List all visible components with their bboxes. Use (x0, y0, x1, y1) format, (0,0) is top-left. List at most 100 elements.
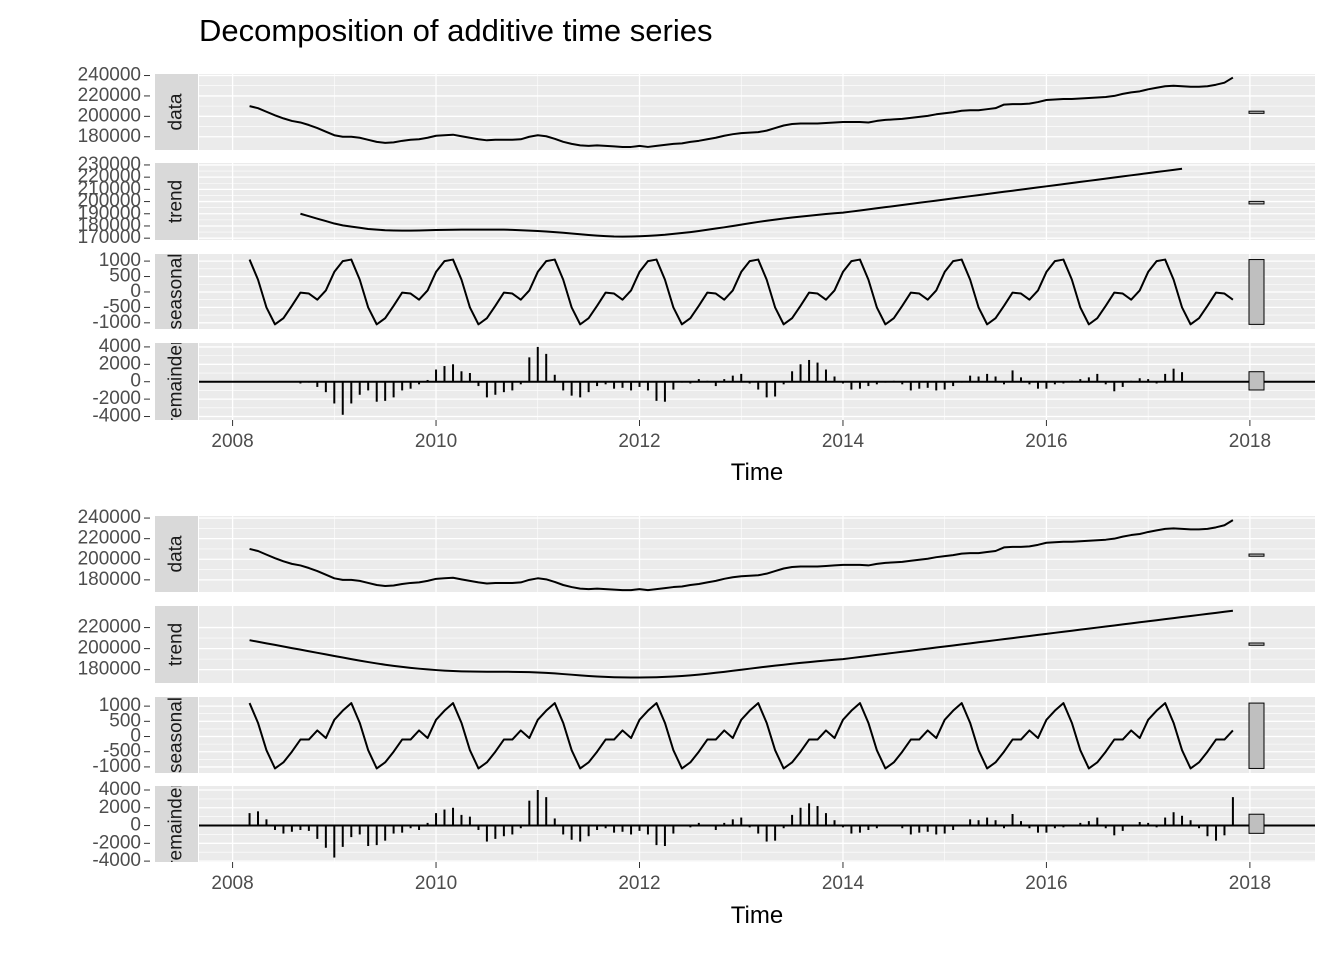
range-bar (1248, 813, 1265, 834)
remainder-bar (435, 813, 438, 826)
remainder-bar (392, 381, 395, 398)
remainder-bar (994, 376, 997, 382)
remainder-bar (341, 381, 344, 415)
series (248, 702, 1234, 770)
remainder-bar (808, 359, 811, 382)
remainder-bar (1181, 372, 1184, 382)
y-tick-label: 2000 (99, 353, 141, 374)
remainder-bar (502, 825, 505, 837)
remainder-bar (333, 825, 336, 858)
remainder-bar (596, 825, 599, 830)
remainder-bar (545, 353, 548, 382)
remainder-bar (367, 381, 370, 391)
y-tick-label: 180000 (78, 659, 141, 680)
remainder-bar (257, 811, 260, 826)
remainder-bar (816, 806, 819, 826)
remainder-bar (1138, 822, 1141, 826)
strip-background (155, 163, 198, 240)
strip-background (155, 343, 198, 420)
series (249, 609, 1234, 679)
remainder-bar (918, 381, 921, 389)
remainder-bar (536, 346, 539, 382)
remainder-bar (969, 819, 972, 826)
remainder-bar (672, 381, 675, 390)
remainder-bar (579, 825, 582, 842)
series (199, 790, 1315, 858)
remainder-bar (443, 809, 446, 826)
remainder-bar (341, 825, 344, 847)
x-tick-label: 2010 (415, 873, 457, 894)
remainder-bar (545, 797, 548, 826)
remainder-bar (621, 825, 624, 832)
remainder-bar (579, 381, 582, 398)
remainder-bar (460, 814, 463, 826)
remainder-bar (350, 825, 353, 838)
remainder-bar (858, 825, 861, 833)
y-tick-label: -4000 (92, 850, 141, 871)
y-tick-label: -2000 (92, 832, 141, 853)
remainder-bar (316, 381, 319, 387)
remainder-bar (714, 381, 717, 387)
remainder-bar (299, 825, 302, 830)
remainder-bar (1147, 379, 1150, 382)
y-tick-label: 240000 (78, 507, 141, 528)
remainder-bar (519, 381, 522, 385)
remainder-bar (273, 825, 276, 830)
series (300, 167, 1183, 238)
y-tick-label: 4000 (99, 336, 141, 357)
remainder-bar (943, 825, 946, 834)
remainder-bar (816, 362, 819, 382)
remainder-bar (435, 369, 438, 382)
remainder-bar (1104, 381, 1107, 385)
remainder-bar (782, 381, 785, 385)
strip-label: trend (166, 180, 187, 223)
remainder-bar (918, 825, 921, 833)
remainder-bar (909, 381, 912, 391)
remainder-bar (1138, 378, 1141, 382)
remainder-bar (808, 803, 811, 826)
remainder-bar (833, 820, 836, 826)
remainder-bar (655, 825, 658, 846)
remainder-bar (553, 818, 556, 826)
remainder-bar (426, 822, 429, 826)
remainder-bar (1164, 817, 1167, 826)
remainder-bar (443, 366, 446, 382)
y-tick-label: 1000 (99, 695, 141, 716)
remainder-bar (562, 825, 565, 835)
remainder-bar (570, 381, 573, 396)
remainder-bar (350, 381, 353, 404)
strip-label: data (166, 535, 187, 572)
panel-background (199, 606, 1315, 683)
remainder-bar (824, 369, 827, 382)
remainder-bar (1164, 373, 1167, 382)
remainder-bar (731, 375, 734, 382)
remainder-bar (867, 825, 870, 830)
remainder-bar (646, 381, 649, 391)
remainder-bar (511, 825, 514, 835)
strip: remainder (166, 343, 187, 420)
remainder-bar (477, 825, 480, 830)
remainder-bar (1215, 825, 1218, 841)
remainder-bar (1003, 381, 1006, 385)
remainder-bar (986, 817, 989, 826)
y-tick-label: -4000 (92, 406, 141, 427)
remainder-bar (977, 376, 980, 382)
y-tick-label: 220000 (78, 528, 141, 549)
remainder-bar (528, 800, 531, 826)
remainder-bar (630, 381, 633, 391)
remainder-bar (638, 825, 641, 831)
remainder-bar (367, 825, 370, 846)
remainder-bar (1147, 822, 1150, 826)
remainder-bar (1087, 377, 1090, 382)
strip-label: seasonal (166, 697, 187, 773)
y-tick-label: 2000 (99, 797, 141, 818)
range-bar (1248, 200, 1265, 205)
remainder-bar (740, 373, 743, 382)
remainder-bar (502, 381, 505, 393)
remainder-bar (791, 814, 794, 826)
x-tick-label: 2012 (618, 431, 660, 452)
remainder-bar (384, 381, 387, 401)
